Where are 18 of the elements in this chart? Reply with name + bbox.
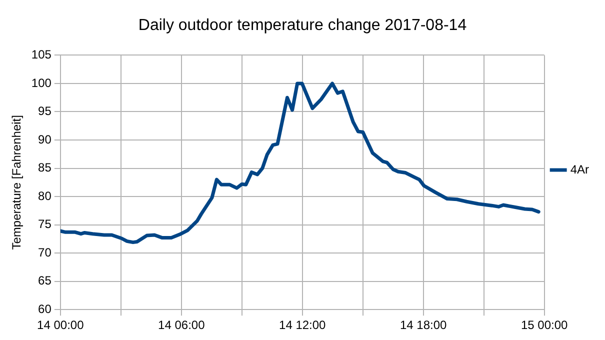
y-tick-label: 105 bbox=[31, 48, 52, 62]
y-tick-label: 65 bbox=[38, 274, 52, 288]
y-tick-label: 95 bbox=[38, 104, 52, 118]
legend-label: 4Ar bbox=[570, 162, 590, 176]
chart-title: Daily outdoor temperature change 2017-08-14 bbox=[138, 17, 467, 34]
y-tick-label: 80 bbox=[38, 188, 52, 203]
y-tick-label: 85 bbox=[38, 160, 52, 175]
x-tick-label: 14 18:00 bbox=[400, 318, 448, 332]
x-tick-label: 14 12:00 bbox=[279, 318, 326, 332]
y-tick-label: 90 bbox=[38, 132, 52, 146]
y-axis-title: Temperature [Fahrenheit] bbox=[10, 115, 24, 250]
y-tick-label: 60 bbox=[38, 302, 52, 316]
y-tick-label: 70 bbox=[38, 245, 52, 260]
x-tick-label: 14 06:00 bbox=[158, 318, 206, 332]
x-tick-label: 14 00:00 bbox=[37, 318, 84, 332]
x-tick-label: 15 00:00 bbox=[520, 318, 568, 332]
y-tick-label: 75 bbox=[38, 217, 52, 232]
y-tick-label: 100 bbox=[31, 76, 52, 90]
